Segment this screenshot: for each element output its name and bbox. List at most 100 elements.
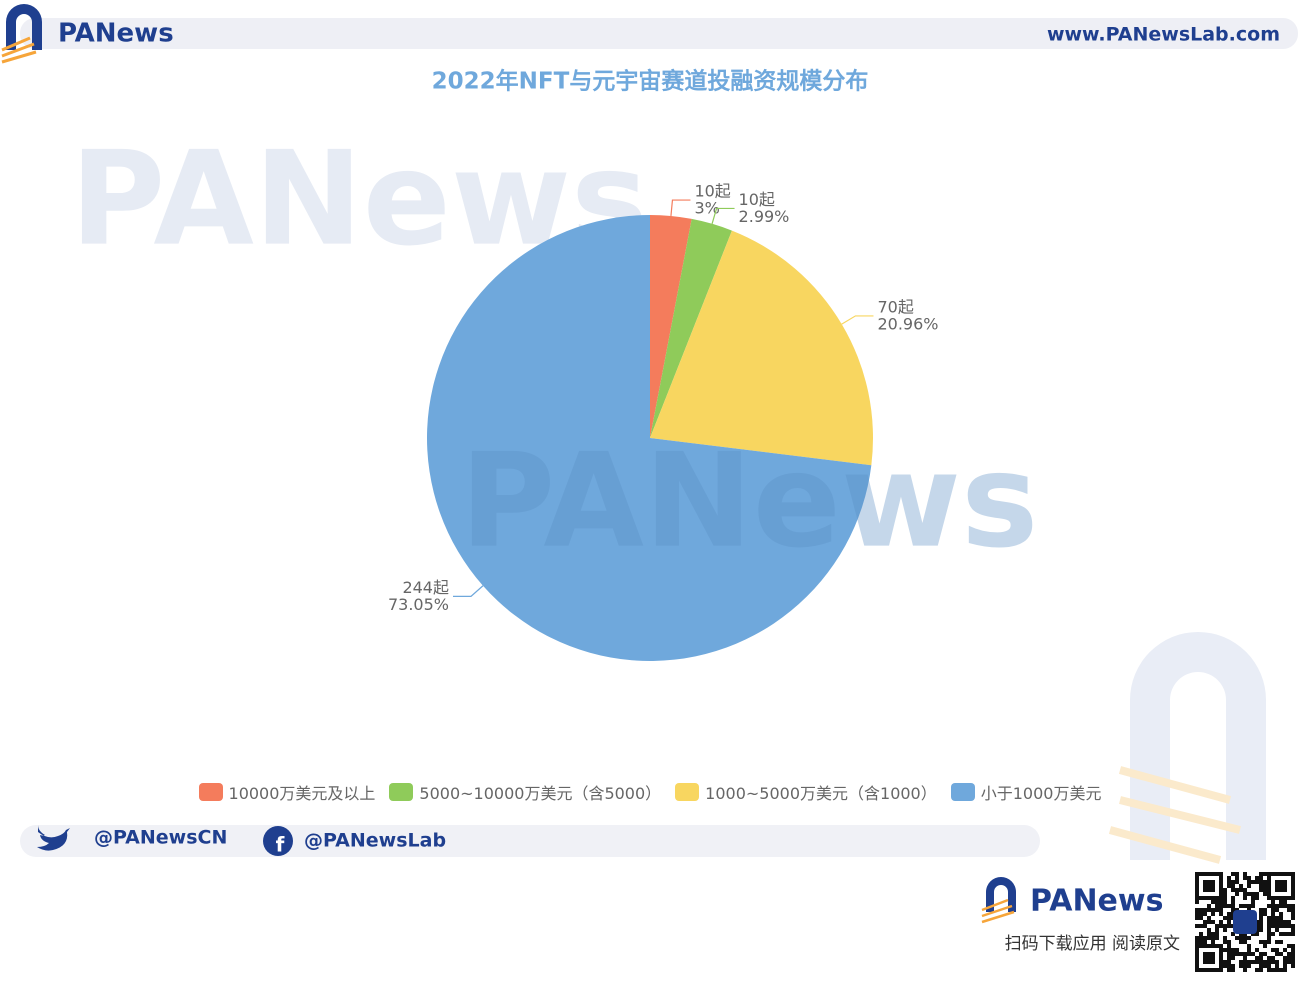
qr-cell xyxy=(1259,876,1263,880)
qr-cell xyxy=(1223,916,1227,920)
data-label: 244起 xyxy=(402,578,449,597)
qr-cell xyxy=(1279,952,1283,956)
qr-cell xyxy=(1243,960,1247,964)
qr-cell xyxy=(1271,948,1275,952)
watermark-logo xyxy=(1130,632,1266,860)
qr-cell xyxy=(1259,968,1263,972)
qr-cell xyxy=(1195,924,1199,928)
twitter-icon xyxy=(37,825,70,851)
legend-item[interactable]: 小于1000万美元 xyxy=(950,780,1101,804)
qr-cell xyxy=(1227,924,1231,928)
qr-cell xyxy=(1279,940,1283,944)
qr-cell xyxy=(1211,920,1215,924)
qr-cell xyxy=(1203,936,1207,940)
qr-cell xyxy=(1223,924,1227,928)
qr-cell xyxy=(1199,912,1203,916)
qr-cell xyxy=(1291,948,1295,952)
qr-cell xyxy=(1195,940,1199,944)
qr-cell xyxy=(1259,952,1263,956)
qr-cell xyxy=(1231,884,1235,888)
qr-cell xyxy=(1235,952,1239,956)
twitter-handle[interactable]: @PANewsCN xyxy=(94,827,227,849)
data-label: 70起 xyxy=(877,297,913,316)
qr-cell xyxy=(1211,932,1215,936)
qr-cell xyxy=(1275,916,1279,920)
qr-cell xyxy=(1287,908,1291,912)
facebook-icon xyxy=(263,826,293,856)
qr-cell xyxy=(1243,904,1247,908)
qr-cell xyxy=(1259,928,1263,932)
qr-cell xyxy=(1279,932,1283,936)
qr-cell xyxy=(1271,960,1275,964)
qr-cell xyxy=(1247,964,1251,968)
qr-cell xyxy=(1267,940,1271,944)
qr-cell xyxy=(1267,928,1271,932)
qr-cell xyxy=(1215,932,1219,936)
qr-cell xyxy=(1255,948,1259,952)
qr-cell xyxy=(1291,916,1295,920)
qr-cell xyxy=(1271,904,1275,908)
qr-cell xyxy=(1267,916,1271,920)
qr-cell xyxy=(1215,904,1219,908)
qr-cell xyxy=(1251,960,1255,964)
qr-cell xyxy=(1251,892,1255,896)
qr-code[interactable] xyxy=(1195,872,1295,972)
qr-cell xyxy=(1239,936,1243,940)
qr-cell xyxy=(1235,948,1239,952)
qr-cell xyxy=(1255,896,1259,900)
qr-cell xyxy=(1199,940,1203,944)
qr-cell xyxy=(1271,912,1275,916)
qr-cell xyxy=(1271,900,1275,904)
legend-swatch xyxy=(198,783,223,801)
qr-cell xyxy=(1267,968,1271,972)
qr-cell xyxy=(1243,936,1247,940)
qr-cell xyxy=(1279,924,1283,928)
data-label: 10起 xyxy=(694,182,730,201)
qr-cell xyxy=(1291,932,1295,936)
qr-cell xyxy=(1259,920,1263,924)
qr-cell xyxy=(1243,956,1247,960)
qr-cell xyxy=(1247,948,1251,952)
qr-cell xyxy=(1267,920,1271,924)
qr-cell xyxy=(1215,900,1219,904)
qr-cell xyxy=(1287,944,1291,948)
qr-cell xyxy=(1247,960,1251,964)
footer-logo xyxy=(986,877,1016,912)
qr-cell xyxy=(1255,892,1259,896)
qr-cell xyxy=(1255,968,1259,972)
qr-cell xyxy=(1291,956,1295,960)
qr-cell xyxy=(1227,920,1231,924)
qr-cell xyxy=(1263,960,1267,964)
leader-line xyxy=(670,199,691,217)
legend-item[interactable]: 5000~10000万美元（含5000） xyxy=(389,780,661,804)
legend-label: 1000~5000万美元（含1000） xyxy=(705,784,937,803)
qr-cell xyxy=(1227,940,1231,944)
qr-cell xyxy=(1211,912,1215,916)
qr-cell xyxy=(1207,904,1211,908)
qr-cell xyxy=(1255,956,1259,960)
data-label: 10起 xyxy=(739,190,775,209)
qr-cell xyxy=(1263,944,1267,948)
pie-slice xyxy=(427,215,872,662)
qr-cell xyxy=(1219,908,1223,912)
site-url: www.PANewsLab.com xyxy=(1047,24,1280,46)
qr-cell xyxy=(1259,880,1263,884)
qr-cell xyxy=(1263,892,1267,896)
qr-cell xyxy=(1263,888,1267,892)
qr-cell xyxy=(1263,872,1267,876)
legend-item[interactable]: 10000万美元及以上 xyxy=(198,780,375,804)
facebook-handle[interactable]: @PANewsLab xyxy=(304,830,446,852)
qr-cell xyxy=(1279,968,1283,972)
qr-cell xyxy=(1283,900,1287,904)
legend-item[interactable]: 1000~5000万美元（含1000） xyxy=(675,780,937,804)
qr-cell xyxy=(1283,924,1287,928)
qr-cell xyxy=(1275,940,1279,944)
qr-cell xyxy=(1203,924,1207,928)
qr-cell xyxy=(1227,912,1231,916)
qr-cell xyxy=(1247,892,1251,896)
qr-cell xyxy=(1287,932,1291,936)
qr-cell xyxy=(1251,880,1255,884)
footer-cta: 扫码下载应用 阅读原文 xyxy=(1005,934,1180,954)
